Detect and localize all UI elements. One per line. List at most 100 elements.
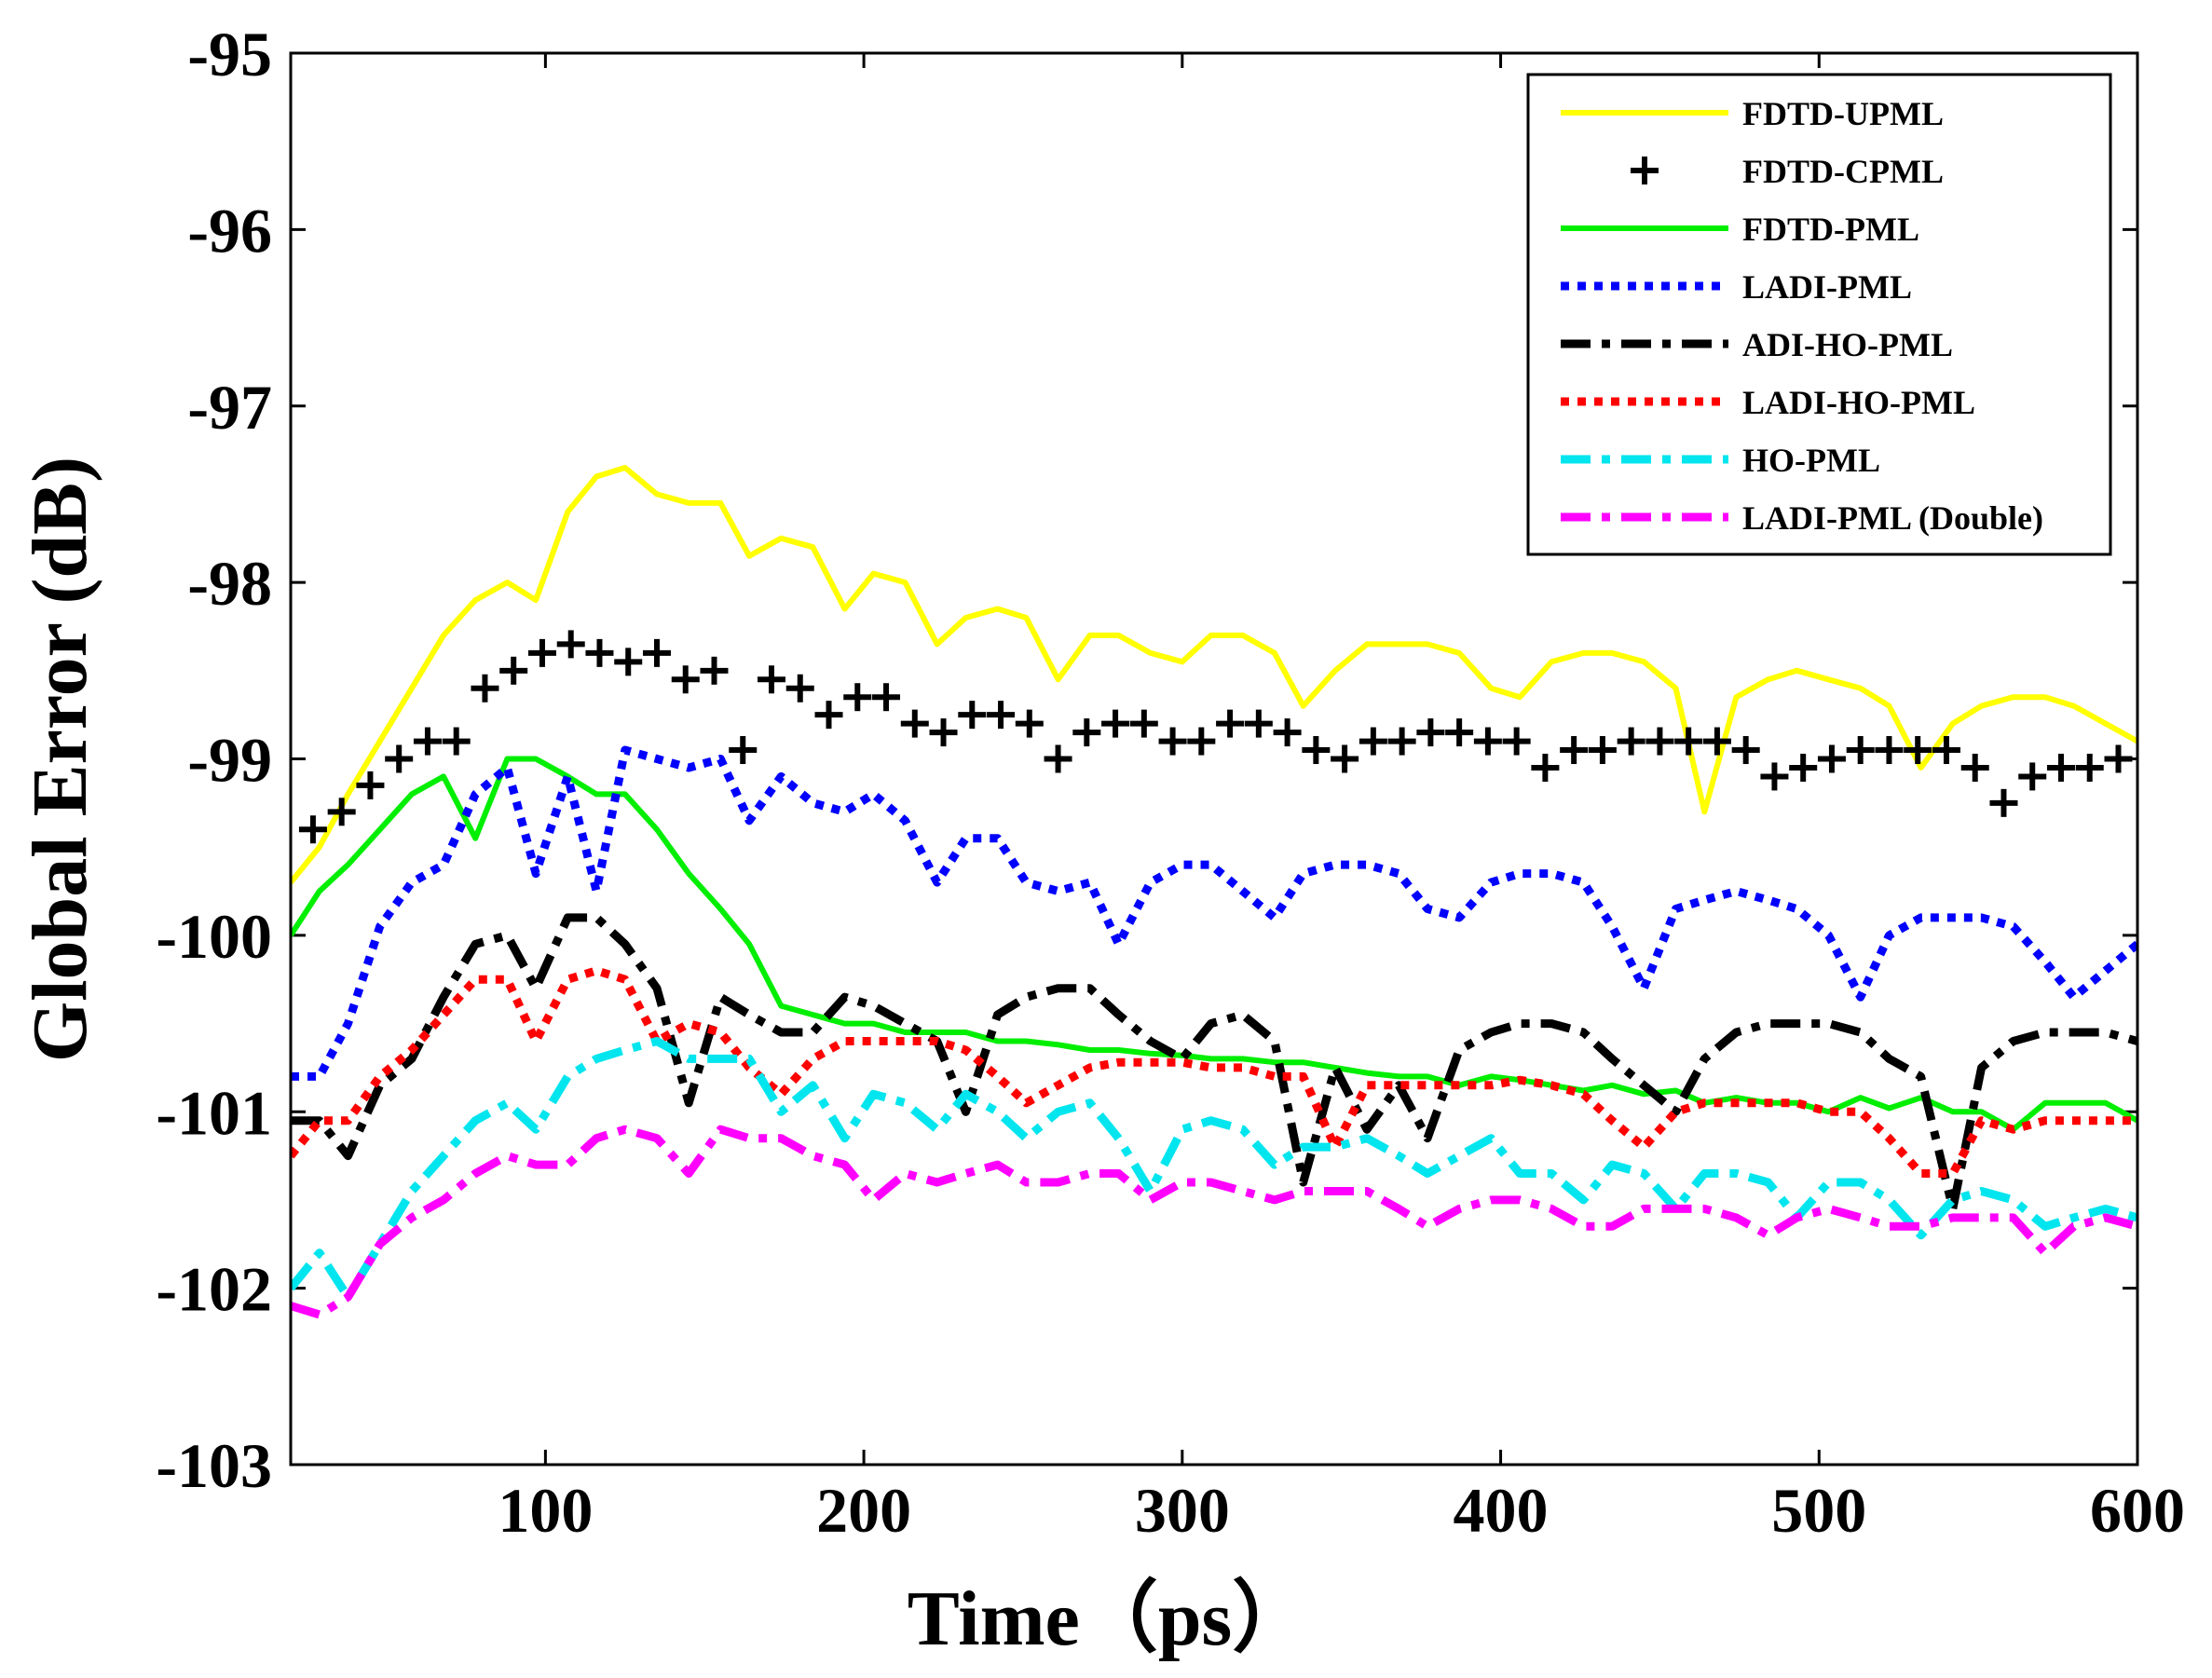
data-point-fdtd-cpml bbox=[413, 727, 442, 756]
y-tick-label: -102 bbox=[156, 1254, 272, 1325]
legend-entry-fdtd-pml: FDTD-PML bbox=[1561, 211, 1919, 248]
data-point-fdtd-cpml bbox=[2075, 753, 2104, 782]
series-ladi-pml bbox=[291, 745, 2137, 1081]
data-point-fdtd-cpml bbox=[298, 815, 327, 844]
y-tick-label: -97 bbox=[187, 372, 272, 443]
data-point-fdtd-cpml bbox=[327, 798, 356, 826]
series-adi-ho-pml bbox=[291, 913, 2137, 1213]
data-point-fdtd-cpml bbox=[1129, 709, 1158, 738]
legend-entry-ladi-pml-double: LADI-PML (Double) bbox=[1561, 499, 2043, 537]
x-tick-label: 300 bbox=[1135, 1475, 1230, 1546]
y-tick-label: -99 bbox=[187, 725, 272, 796]
legend-label-adi-ho-pml: ADI-HO-PML bbox=[1742, 326, 1953, 363]
x-tick-label: 400 bbox=[1454, 1475, 1549, 1546]
legend-entry-ho-pml: HO-PML bbox=[1561, 442, 1880, 479]
data-point-fdtd-cpml bbox=[1244, 709, 1273, 738]
legend: FDTD-UPML FDTD-CPML FDTD-PML LADI-PML ADI-HO… bbox=[1526, 73, 2112, 556]
data-point-fdtd-cpml bbox=[671, 665, 700, 694]
data-point-fdtd-cpml bbox=[2104, 744, 2133, 773]
data-point-fdtd-cpml bbox=[1273, 718, 1302, 747]
data-point-fdtd-cpml bbox=[1359, 727, 1387, 756]
legend-label-ladi-ho-pml: LADI-HO-PML bbox=[1742, 384, 1975, 421]
data-point-fdtd-cpml bbox=[929, 718, 958, 747]
y-tick-label: -101 bbox=[156, 1077, 272, 1148]
series-fdtd-upml bbox=[291, 465, 2137, 884]
data-point-fdtd-cpml bbox=[585, 638, 614, 667]
data-point-fdtd-cpml bbox=[1387, 727, 1416, 756]
data-point-fdtd-cpml bbox=[1015, 709, 1044, 738]
data-point-fdtd-cpml bbox=[958, 701, 987, 730]
data-point-fdtd-cpml bbox=[1216, 709, 1245, 738]
data-point-fdtd-cpml bbox=[1960, 753, 1989, 782]
series-fdtd-cpml bbox=[298, 630, 2133, 844]
data-point-fdtd-cpml bbox=[729, 736, 758, 765]
data-point-fdtd-cpml bbox=[1331, 744, 1359, 773]
data-point-fdtd-cpml bbox=[1989, 788, 2018, 817]
data-point-fdtd-cpml bbox=[1817, 744, 1846, 773]
y-tick-label: -103 bbox=[156, 1430, 272, 1501]
x-tick-label: 500 bbox=[1771, 1475, 1866, 1546]
legend-label-fdtd-cpml: FDTD-CPML bbox=[1742, 153, 1944, 190]
data-point-fdtd-cpml bbox=[642, 638, 671, 667]
series-fdtd-pml bbox=[291, 756, 2137, 1133]
x-tick-label: 200 bbox=[816, 1475, 911, 1546]
tick-labels: 100 200 300 400 500 600 -103 -102 -101 -100 -99 -98… bbox=[156, 19, 2185, 1546]
data-point-fdtd-cpml bbox=[843, 683, 872, 712]
data-point-fdtd-cpml bbox=[1588, 736, 1617, 765]
data-point-fdtd-cpml bbox=[1416, 718, 1445, 747]
data-point-fdtd-cpml bbox=[1645, 727, 1674, 756]
data-point-fdtd-cpml bbox=[1101, 709, 1130, 738]
data-point-fdtd-cpml bbox=[700, 656, 729, 685]
legend-entry-fdtd-upml: FDTD-UPML bbox=[1561, 95, 1944, 132]
legend-label-fdtd-upml: FDTD-UPML bbox=[1742, 95, 1944, 132]
data-point-fdtd-cpml bbox=[2046, 753, 2075, 782]
y-tick-label: -100 bbox=[156, 901, 272, 972]
data-point-fdtd-cpml bbox=[900, 709, 929, 738]
plot-frame bbox=[289, 51, 2139, 1467]
data-point-fdtd-cpml bbox=[1445, 718, 1474, 747]
data-point-fdtd-cpml bbox=[1531, 753, 1560, 782]
series-ho-pml bbox=[291, 1037, 2137, 1302]
legend-entry-ladi-ho-pml: LADI-HO-PML bbox=[1561, 384, 1975, 421]
data-point-fdtd-cpml bbox=[1789, 753, 1818, 782]
data-point-fdtd-cpml bbox=[1502, 727, 1531, 756]
data-point-fdtd-cpml bbox=[758, 665, 786, 694]
data-point-fdtd-cpml bbox=[1674, 727, 1703, 756]
y-tick-label: -98 bbox=[187, 548, 272, 619]
legend-entry-adi-ho-pml: ADI-HO-PML bbox=[1561, 326, 1953, 363]
data-point-fdtd-cpml bbox=[2018, 762, 2047, 791]
data-point-fdtd-cpml bbox=[1904, 736, 1932, 765]
legend-entry-fdtd-cpml: FDTD-CPML bbox=[1631, 153, 1944, 190]
y-axis-label: Global Error (dB) bbox=[17, 457, 103, 1062]
legend-entry-ladi-pml: LADI-PML bbox=[1561, 268, 1912, 306]
data-point-fdtd-cpml bbox=[1158, 727, 1187, 756]
data-point-fdtd-cpml bbox=[1072, 718, 1101, 747]
x-tick-label: 600 bbox=[2090, 1475, 2185, 1546]
data-point-fdtd-cpml bbox=[1302, 736, 1331, 765]
data-point-fdtd-cpml bbox=[1760, 762, 1789, 791]
data-point-fdtd-cpml bbox=[1187, 727, 1216, 756]
series-ladi-pml-double bbox=[291, 1125, 2137, 1319]
x-tick-label: 100 bbox=[498, 1475, 593, 1546]
data-point-fdtd-cpml bbox=[872, 683, 901, 712]
data-point-fdtd-cpml bbox=[556, 630, 585, 659]
legend-box bbox=[1526, 73, 2112, 556]
x-axis-label: Time（ps） bbox=[908, 1576, 1311, 1662]
data-point-fdtd-cpml bbox=[1702, 727, 1731, 756]
data-point-fdtd-cpml bbox=[1617, 727, 1645, 756]
data-point-fdtd-cpml bbox=[527, 638, 556, 667]
data-point-fdtd-cpml bbox=[1473, 727, 1502, 756]
data-point-fdtd-cpml bbox=[385, 744, 414, 773]
data-point-fdtd-cpml bbox=[1044, 744, 1072, 773]
legend-label-fdtd-pml: FDTD-PML bbox=[1742, 211, 1919, 248]
data-point-fdtd-cpml bbox=[614, 648, 643, 676]
data-point-fdtd-cpml bbox=[1932, 736, 1960, 765]
data-point-fdtd-cpml bbox=[356, 771, 385, 799]
data-point-fdtd-cpml bbox=[987, 701, 1016, 730]
data-point-fdtd-cpml bbox=[785, 674, 814, 703]
y-tick-label: -96 bbox=[187, 195, 272, 266]
legend-label-ladi-pml: LADI-PML bbox=[1742, 268, 1912, 306]
y-tick-label: -95 bbox=[187, 19, 272, 89]
data-point-fdtd-cpml bbox=[814, 701, 843, 730]
